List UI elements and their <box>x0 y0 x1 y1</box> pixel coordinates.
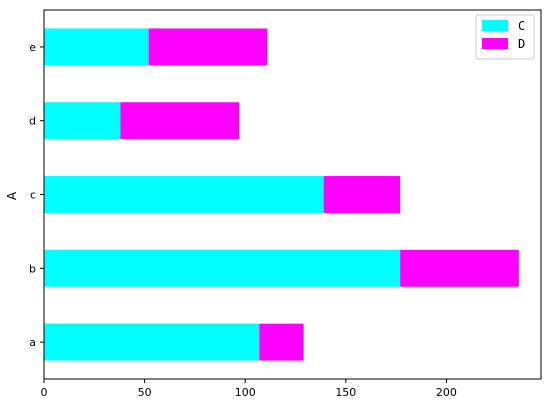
bar-c-a <box>44 323 260 361</box>
x-tick-label-150: 150 <box>335 386 356 399</box>
x-tick-label-200: 200 <box>436 386 457 399</box>
y-axis-label: A <box>5 191 19 200</box>
x-tick-label-0: 0 <box>41 386 48 399</box>
y-tick-label-a: a <box>29 336 36 349</box>
bar-c-e <box>44 28 149 66</box>
bar-d-d <box>120 102 240 140</box>
legend-swatch-c <box>482 20 508 31</box>
bar-c-d <box>44 102 121 140</box>
legend: CD <box>475 14 535 60</box>
bar-d-c <box>323 176 401 213</box>
x-tick-label-50: 50 <box>138 386 152 399</box>
bars-group <box>44 28 519 361</box>
legend-label-c: C <box>518 19 525 33</box>
x-axis: 0 50 100 150 200 <box>41 379 457 399</box>
y-tick-label-e: e <box>29 41 36 54</box>
y-tick-label-b: b <box>29 262 36 275</box>
bar-d-e <box>148 28 268 66</box>
y-axis: a b c d e <box>29 41 44 349</box>
x-tick-label-100: 100 <box>235 386 256 399</box>
legend-label-d: D <box>518 37 525 51</box>
bar-d-a <box>259 323 304 361</box>
bar-c-b <box>44 249 401 287</box>
y-tick-label-c: c <box>30 189 36 202</box>
y-tick-label-d: d <box>29 115 36 128</box>
bar-d-b <box>400 249 519 287</box>
bar-c-c <box>44 176 324 213</box>
legend-swatch-d <box>482 38 508 49</box>
